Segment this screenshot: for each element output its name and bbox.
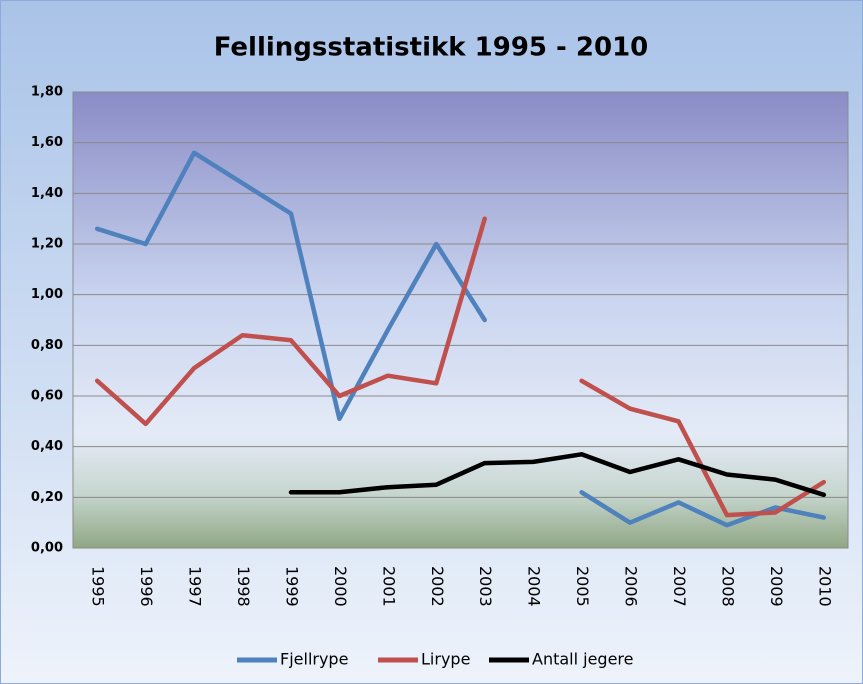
x-tick-label: 2010 xyxy=(815,566,834,607)
x-tick-label: 2006 xyxy=(622,566,641,607)
x-tick-label: 1999 xyxy=(282,566,301,607)
x-tick-label: 1998 xyxy=(234,566,253,607)
x-tick-label: 2000 xyxy=(331,566,350,607)
x-tick-label: 2009 xyxy=(767,566,786,607)
x-tick-label: 1997 xyxy=(186,566,205,607)
y-tick-label: 1,60 xyxy=(31,135,63,150)
x-tick-label: 2002 xyxy=(428,566,447,607)
y-tick-label: 1,40 xyxy=(31,186,63,201)
series-line xyxy=(288,452,827,498)
y-tick-label: 1,80 xyxy=(31,85,63,100)
x-tick-label: 2008 xyxy=(718,566,737,607)
x-tick-label: 2007 xyxy=(670,566,689,607)
y-tick-label: 0,60 xyxy=(31,389,63,404)
y-tick-label: 1,00 xyxy=(31,287,63,302)
y-tick-label: 0,80 xyxy=(31,338,63,353)
x-tick-label: 1996 xyxy=(137,566,156,607)
y-tick-label: 1,20 xyxy=(31,237,63,252)
x-tick-label: 1995 xyxy=(89,566,108,607)
y-tick-label: 0,40 xyxy=(31,439,63,454)
x-tick-label: 2001 xyxy=(379,566,398,607)
legend-label: Antall jegere xyxy=(532,650,634,669)
chart-title: Fellingsstatistikk 1995 - 2010 xyxy=(214,33,649,63)
y-tick-label: 0,00 xyxy=(31,541,63,556)
y-tick-label: 0,20 xyxy=(31,490,63,505)
x-tick-label: 2005 xyxy=(573,566,592,607)
x-tick-label: 2003 xyxy=(476,566,495,607)
legend-label: Fjellrype xyxy=(280,650,348,669)
legend-label: Lirype xyxy=(421,650,470,669)
x-tick-label: 2004 xyxy=(525,566,544,607)
